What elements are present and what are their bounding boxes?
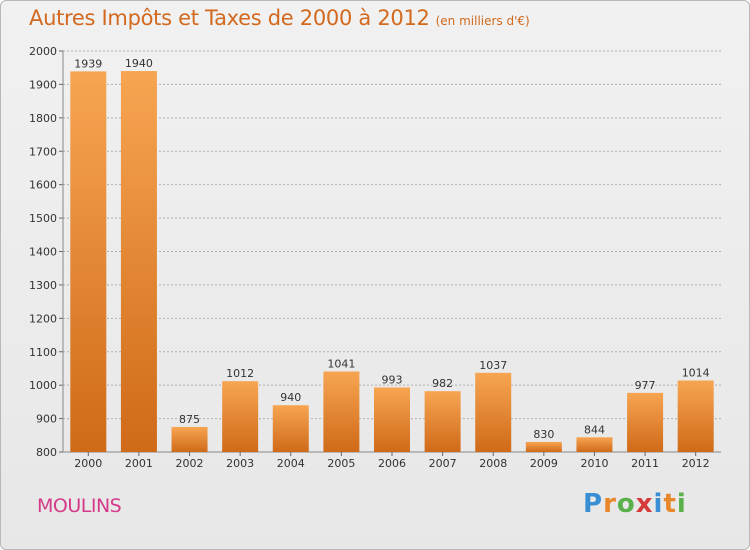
bar-2001 [120, 71, 157, 453]
data-label-2005: 1041 [327, 357, 355, 370]
bar-2009 [525, 441, 562, 452]
x-tick-label-2005: 2005 [327, 457, 355, 470]
y-tick-label: 800 [36, 446, 57, 459]
bar-2011 [627, 392, 664, 452]
logo-letter: x [635, 489, 654, 519]
data-label-2000: 1939 [74, 57, 102, 70]
bar-2003 [222, 381, 259, 452]
x-tick-label-2006: 2006 [378, 457, 406, 470]
y-tick-label: 1700 [29, 145, 57, 158]
x-tick-label-2004: 2004 [277, 457, 305, 470]
logo-letter: i [676, 489, 687, 519]
bar-2008 [475, 372, 512, 452]
logo-letter: r [603, 489, 617, 519]
proxiti-logo[interactable]: Proxiti [583, 489, 687, 519]
chart-unit: (en milliers d'€) [435, 14, 530, 28]
data-label-2012: 1014 [682, 366, 710, 379]
y-tick-label: 1600 [29, 179, 57, 192]
x-tick-label-2009: 2009 [530, 457, 558, 470]
x-tick-label-2007: 2007 [429, 457, 457, 470]
data-label-2006: 993 [382, 374, 403, 387]
labels: 800 900 1000 1100 1200 1300 1400 1500 1600 1700 18… [29, 45, 710, 470]
data-label-2011: 977 [635, 379, 656, 392]
x-tick-label-2002: 2002 [176, 457, 204, 470]
y-tick-label: 1800 [29, 112, 57, 125]
data-label-2001: 1940 [125, 57, 153, 70]
data-label-2009: 830 [533, 428, 554, 441]
bar-2002 [171, 426, 208, 452]
y-tick-label: 1300 [29, 279, 57, 292]
x-tick-label-2008: 2008 [479, 457, 507, 470]
data-label-2003: 1012 [226, 367, 254, 380]
bar-2004 [272, 405, 309, 452]
logo-letter: i [653, 489, 664, 519]
bar-2000 [70, 71, 107, 453]
bar-2007 [424, 391, 461, 452]
city-name: MOULINS [37, 495, 122, 517]
bar-2006 [374, 387, 410, 452]
y-tick-label: 1000 [29, 379, 57, 392]
data-label-2004: 940 [280, 391, 301, 404]
y-tick-label: 1200 [29, 312, 57, 325]
chart-title: Autres Impôts et Taxes de 2000 à 2012 [29, 6, 430, 30]
data-label-2008: 1037 [479, 359, 507, 372]
x-tick-label-2011: 2011 [631, 457, 659, 470]
y-tick-label: 1900 [29, 78, 57, 91]
x-tick-label-2010: 2010 [580, 457, 608, 470]
y-tick-label: 2000 [29, 45, 57, 58]
logo-letter: P [583, 489, 604, 519]
logo-letter: t [663, 489, 677, 519]
logo-letter: o [616, 489, 636, 519]
chart-title-row: Autres Impôts et Taxes de 2000 à 2012 (en… [29, 6, 530, 30]
y-tick-label: 1400 [29, 246, 57, 259]
y-tick-label: 1100 [29, 346, 57, 359]
y-tick-label: 900 [36, 413, 57, 426]
bar-2012 [677, 380, 714, 452]
data-label-2007: 982 [432, 377, 453, 390]
x-tick-label-2012: 2012 [682, 457, 710, 470]
x-tick-label-2000: 2000 [74, 457, 102, 470]
data-label-2010: 844 [584, 423, 605, 436]
bar-2005 [323, 371, 360, 452]
x-tick-label-2003: 2003 [226, 457, 254, 470]
bars [70, 71, 714, 453]
x-tick-label-2001: 2001 [125, 457, 153, 470]
bar-2010 [576, 437, 613, 452]
y-tick-label: 1500 [29, 212, 57, 225]
data-label-2002: 875 [179, 413, 200, 426]
